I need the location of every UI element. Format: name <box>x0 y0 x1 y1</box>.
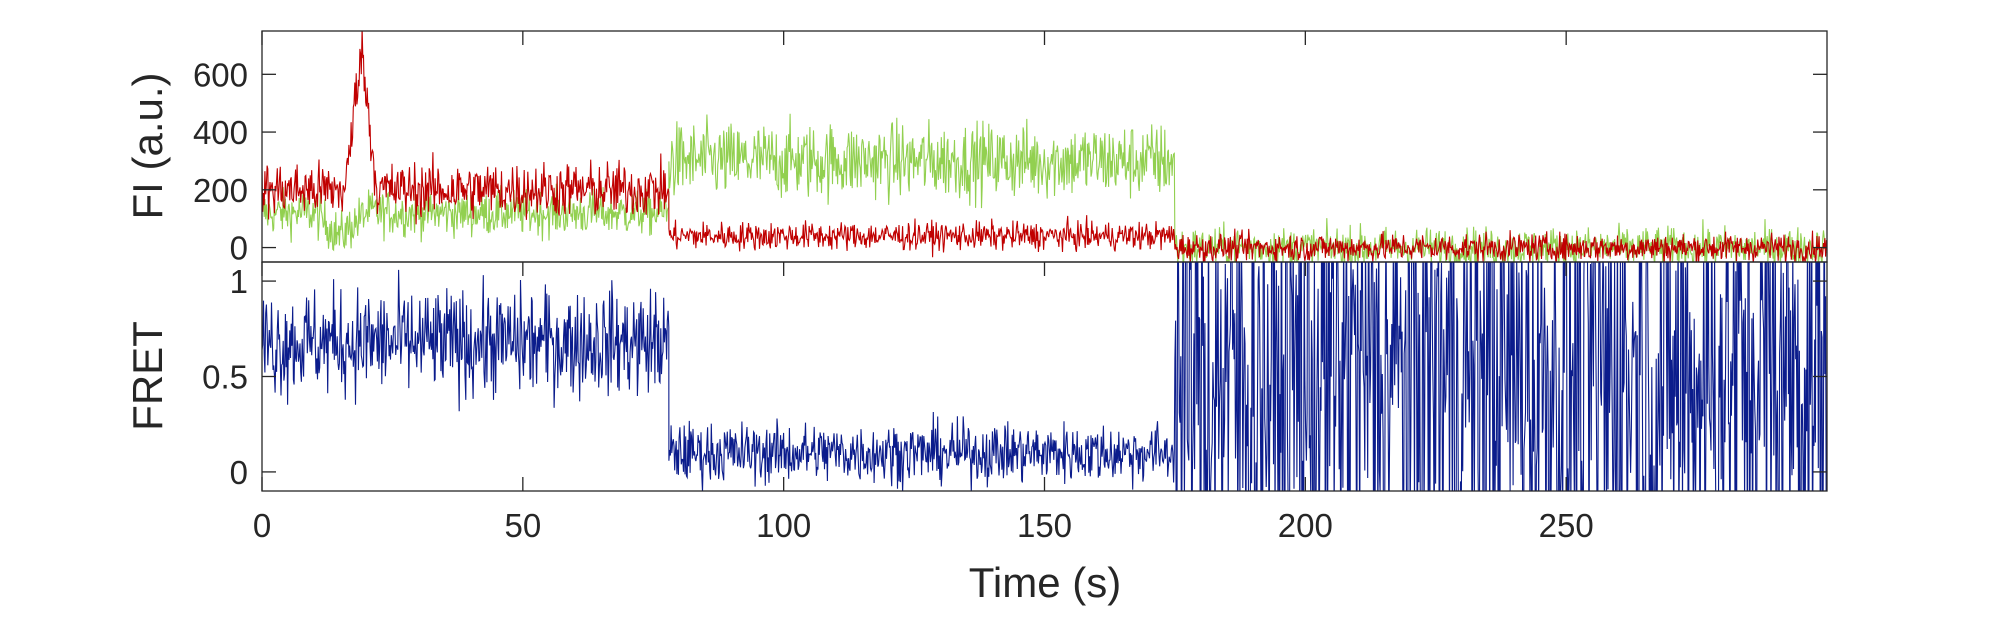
trace-series-1 <box>262 31 1827 262</box>
fluorescence-y-axis-label: FI (a.u.) <box>124 72 171 219</box>
fret-y-tick-label: 0 <box>230 454 248 491</box>
fret-y-axis-label: FRET <box>124 321 171 431</box>
x-tick-label: 200 <box>1278 507 1333 544</box>
fret-y-tick-label: 1 <box>230 263 248 300</box>
fluorescence-y-tick-label: 600 <box>193 56 248 93</box>
fluorescence-y-tick-label: 400 <box>193 114 248 151</box>
trace-series-0 <box>262 113 1827 262</box>
x-tick-label: 0 <box>253 507 271 544</box>
time-x-ticks: 0 50 100 150 200 250 <box>253 31 1594 544</box>
x-tick-label: 150 <box>1017 507 1072 544</box>
x-tick-label: 250 <box>1539 507 1594 544</box>
fret-traces <box>262 262 1827 491</box>
x-tick-label: 50 <box>504 507 541 544</box>
fluorescence-traces <box>262 31 1827 262</box>
x-tick-label: 100 <box>756 507 811 544</box>
fret-y-ticks: 00.51 <box>202 263 1827 491</box>
trace-series-0 <box>262 262 1827 491</box>
fret-panel: 00.51 0 50 100 150 200 250 FRET Time (s) <box>124 31 1828 606</box>
fret-y-tick-label: 0.5 <box>202 359 248 396</box>
fluorescence-y-tick-label: 0 <box>230 230 248 267</box>
fluorescence-y-ticks: 0 200 400 600 <box>193 56 1827 267</box>
time-x-axis-label: Time (s) <box>969 559 1121 606</box>
fluorescence-y-tick-label: 200 <box>193 172 248 209</box>
